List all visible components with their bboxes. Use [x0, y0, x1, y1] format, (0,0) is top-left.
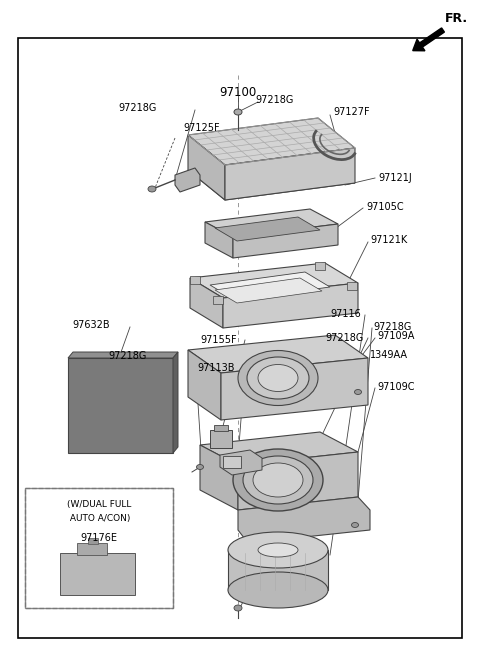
- Text: 97125F: 97125F: [183, 123, 220, 133]
- Polygon shape: [205, 209, 338, 237]
- Ellipse shape: [351, 522, 359, 527]
- Polygon shape: [190, 263, 358, 298]
- Polygon shape: [173, 352, 178, 453]
- Polygon shape: [225, 148, 355, 200]
- Polygon shape: [215, 217, 320, 241]
- Ellipse shape: [233, 449, 323, 511]
- Ellipse shape: [234, 605, 242, 611]
- Polygon shape: [190, 278, 223, 328]
- Polygon shape: [223, 283, 358, 328]
- Ellipse shape: [228, 572, 328, 608]
- Text: 97105C: 97105C: [366, 202, 404, 212]
- Bar: [77, 543, 107, 555]
- Text: 97218G: 97218G: [108, 351, 146, 361]
- Bar: [315, 262, 325, 270]
- Bar: [347, 282, 357, 290]
- Text: 97116: 97116: [330, 309, 361, 319]
- Polygon shape: [220, 450, 262, 475]
- Polygon shape: [188, 135, 225, 200]
- Text: 97121J: 97121J: [378, 173, 412, 183]
- Ellipse shape: [148, 186, 156, 192]
- FancyArrow shape: [413, 28, 444, 51]
- Bar: [223, 456, 241, 468]
- Polygon shape: [210, 272, 330, 300]
- Text: 97109A: 97109A: [377, 331, 414, 341]
- Ellipse shape: [258, 543, 298, 557]
- Polygon shape: [188, 350, 221, 420]
- Text: 97218G: 97218G: [255, 95, 293, 105]
- Ellipse shape: [247, 357, 309, 399]
- Bar: [25, 488, 173, 608]
- Bar: [60, 553, 135, 595]
- Ellipse shape: [238, 350, 318, 405]
- Ellipse shape: [196, 464, 204, 470]
- Polygon shape: [188, 118, 355, 165]
- Ellipse shape: [258, 365, 298, 392]
- Ellipse shape: [243, 456, 313, 504]
- Text: 97218G: 97218G: [118, 103, 156, 113]
- Bar: [190, 276, 200, 284]
- Text: 97113B: 97113B: [197, 363, 235, 373]
- Polygon shape: [200, 432, 358, 465]
- Ellipse shape: [228, 532, 328, 568]
- Text: 1349AA: 1349AA: [370, 350, 408, 360]
- Ellipse shape: [253, 463, 303, 497]
- Polygon shape: [238, 452, 358, 510]
- Bar: [214, 425, 228, 431]
- Text: AUTO A/CON): AUTO A/CON): [67, 514, 131, 522]
- Text: 97632B: 97632B: [72, 320, 109, 330]
- Polygon shape: [215, 278, 322, 303]
- Text: 97121K: 97121K: [370, 235, 407, 245]
- Polygon shape: [188, 335, 368, 373]
- Bar: [213, 296, 223, 304]
- Text: 97155F: 97155F: [200, 335, 237, 345]
- Polygon shape: [188, 170, 355, 200]
- Text: 97176E: 97176E: [81, 533, 118, 543]
- Text: 97218G: 97218G: [325, 333, 363, 343]
- Text: 97100: 97100: [219, 87, 257, 100]
- Text: 97218G: 97218G: [373, 322, 411, 332]
- Polygon shape: [175, 168, 200, 192]
- Polygon shape: [228, 550, 328, 590]
- Polygon shape: [233, 224, 338, 258]
- Polygon shape: [200, 445, 238, 510]
- Text: FR.: FR.: [445, 12, 468, 24]
- Polygon shape: [221, 358, 368, 420]
- Text: 97127F: 97127F: [333, 107, 370, 117]
- Polygon shape: [238, 497, 370, 543]
- Bar: [68, 358, 173, 453]
- Text: (W/DUAL FULL: (W/DUAL FULL: [67, 499, 131, 508]
- Ellipse shape: [355, 390, 361, 394]
- Ellipse shape: [234, 109, 242, 115]
- Polygon shape: [68, 352, 178, 358]
- Polygon shape: [205, 222, 233, 258]
- Bar: [210, 430, 232, 448]
- Bar: [88, 538, 98, 544]
- Text: 97109C: 97109C: [377, 382, 415, 392]
- Bar: [25, 488, 173, 608]
